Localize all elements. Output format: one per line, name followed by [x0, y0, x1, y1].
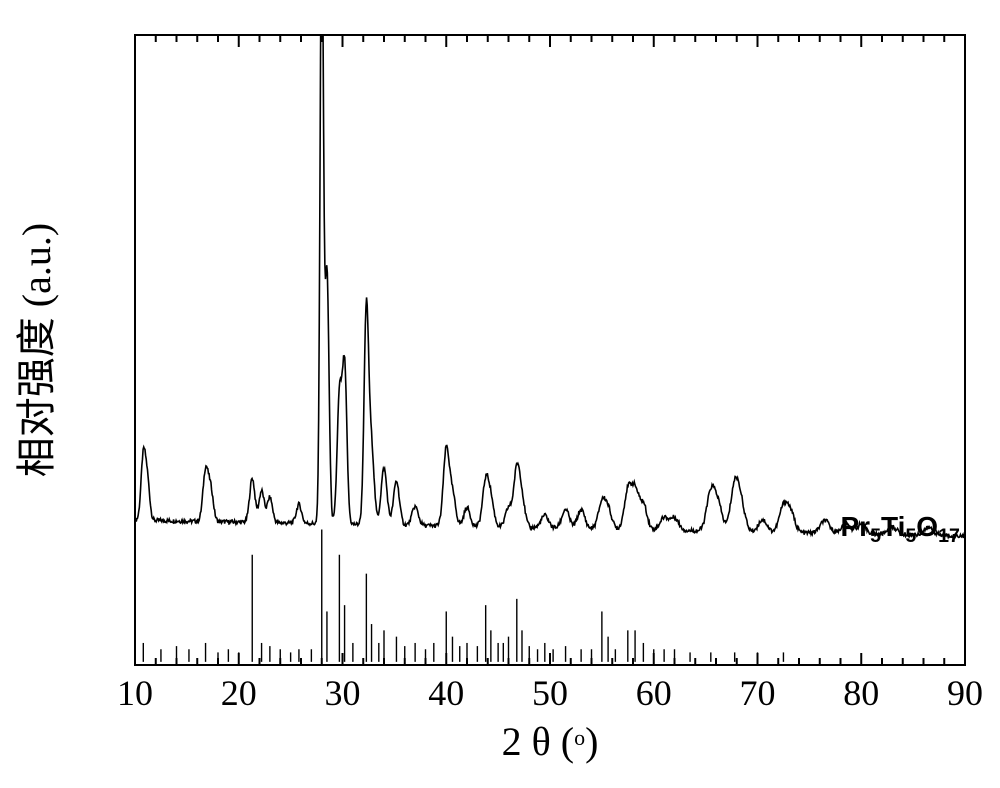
svg-text:70: 70 — [740, 673, 776, 713]
svg-text:60: 60 — [636, 673, 672, 713]
svg-text:10: 10 — [117, 673, 153, 713]
svg-text:90: 90 — [947, 673, 983, 713]
svg-text:相对强度 (a.u.): 相对强度 (a.u.) — [14, 223, 59, 477]
chart-svg: 1020304050607080902 θ (o)相对强度 (a.u.)Pr5T… — [0, 0, 1000, 788]
xrd-chart: 1020304050607080902 θ (o)相对强度 (a.u.)Pr5T… — [0, 0, 1000, 788]
svg-text:80: 80 — [843, 673, 879, 713]
svg-text:40: 40 — [428, 673, 464, 713]
svg-text:50: 50 — [532, 673, 568, 713]
svg-text:2 θ (o): 2 θ (o) — [502, 719, 599, 764]
svg-text:20: 20 — [221, 673, 257, 713]
svg-text:30: 30 — [325, 673, 361, 713]
